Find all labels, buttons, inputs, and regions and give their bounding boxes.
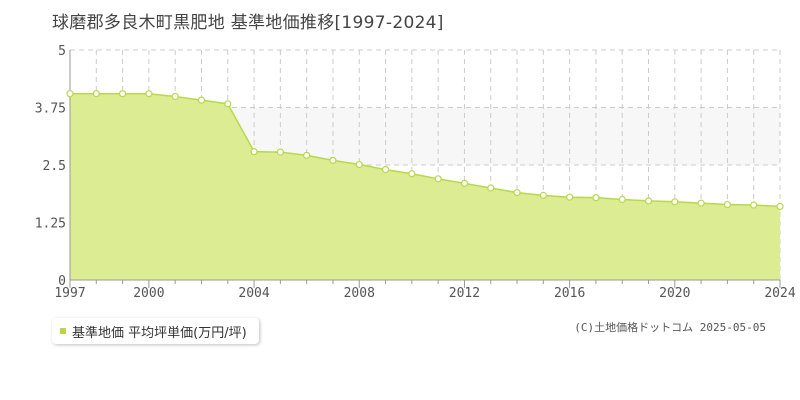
x-tick-label: 2020 xyxy=(659,286,690,301)
data-point xyxy=(355,160,363,169)
label-layer: 0 1.25 2.5 3.75 5 1997 2000 2004 2008 2012 2016 202… xyxy=(35,44,796,301)
x-tick-label: 2024 xyxy=(764,286,795,301)
data-point xyxy=(92,90,100,98)
y-tick-label: 5 xyxy=(58,44,66,59)
data-point xyxy=(329,156,337,164)
data-point xyxy=(566,193,574,201)
legend-label: 基準地価 平均坪単価(万円/坪) xyxy=(72,325,247,341)
area-layer xyxy=(70,92,781,280)
data-point xyxy=(303,151,311,159)
data-point xyxy=(460,179,469,187)
legend: 基準地価 平均坪単価(万円/坪) xyxy=(52,318,259,344)
data-point xyxy=(197,96,206,104)
x-tick-label: 2000 xyxy=(133,286,164,301)
data-point xyxy=(671,198,679,206)
data-point xyxy=(171,92,179,101)
data-point xyxy=(66,90,74,98)
data-point xyxy=(723,200,732,209)
data-point xyxy=(618,195,626,204)
x-tick-label: 2008 xyxy=(344,286,375,301)
data-point xyxy=(276,148,284,156)
data-point xyxy=(381,166,390,174)
data-point xyxy=(250,148,258,156)
chart-title: 球磨郡多良木町黒肥地 基準地価推移[1997-2024] xyxy=(52,13,444,33)
data-point xyxy=(224,100,232,108)
x-tick-label: 1997 xyxy=(54,286,85,301)
data-point xyxy=(513,189,521,197)
data-point xyxy=(408,170,416,178)
data-point xyxy=(434,175,442,183)
data-point xyxy=(592,194,600,202)
data-point xyxy=(487,184,495,192)
data-point xyxy=(539,191,547,199)
series-line xyxy=(70,92,781,208)
y-tick-label: 2.5 xyxy=(43,159,66,174)
y-tick-label: 0 xyxy=(58,274,66,289)
data-point xyxy=(776,202,784,210)
copyright-text: (C)土地価格ドットコム 2025-05-05 xyxy=(574,321,766,334)
y-tick-label: 1.25 xyxy=(35,217,66,232)
legend-swatch xyxy=(60,328,66,334)
data-point xyxy=(697,199,705,207)
x-tick-label: 2012 xyxy=(449,286,480,301)
axis-layer xyxy=(69,50,781,288)
x-tick-label: 2004 xyxy=(238,286,269,301)
data-point xyxy=(750,201,758,209)
data-point xyxy=(145,90,153,98)
y-tick-label: 3.75 xyxy=(35,102,66,117)
point-layer xyxy=(66,90,784,210)
x-tick-label: 2016 xyxy=(554,286,585,301)
data-point xyxy=(118,90,127,98)
data-point xyxy=(644,197,653,205)
